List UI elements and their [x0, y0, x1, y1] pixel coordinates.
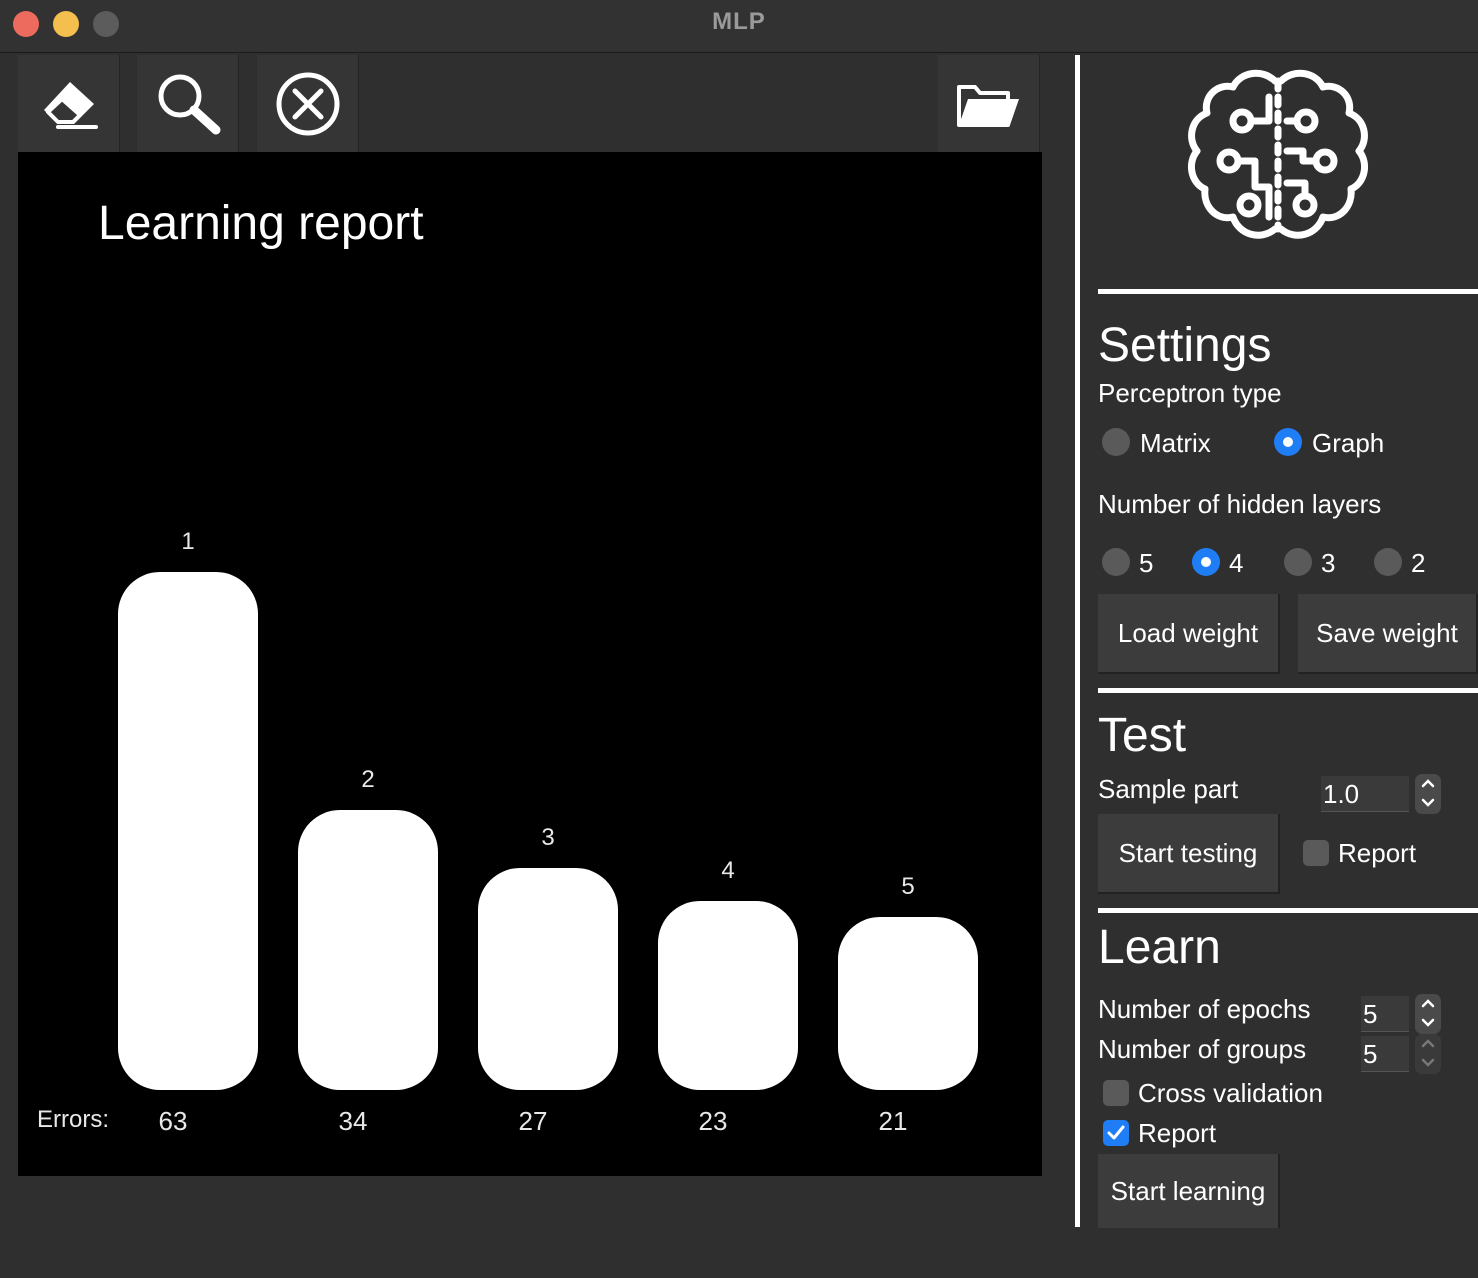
panel-divider: [1075, 55, 1080, 1227]
chevron-up-icon: [1421, 779, 1435, 788]
radio-layers-4-label: 4: [1229, 548, 1244, 578]
clear-button[interactable]: [18, 55, 120, 152]
settings-heading: Settings: [1098, 319, 1272, 372]
chart-bar-label: 1: [181, 528, 195, 555]
radio-layers-3-label: 3: [1321, 548, 1336, 578]
perceptron-type-label: Perceptron type: [1098, 378, 1282, 408]
title-bar: MLP: [0, 0, 1478, 53]
test-report-checkbox[interactable]: [1303, 840, 1329, 866]
search-button[interactable]: [137, 55, 239, 152]
sample-part-input[interactable]: 1.0: [1321, 776, 1409, 812]
radio-layers-5[interactable]: [1102, 548, 1130, 576]
chart-error-value: 63: [158, 1106, 188, 1136]
close-circle-icon: [276, 72, 339, 135]
cross-validation-label: Cross validation: [1138, 1078, 1323, 1108]
epochs-input[interactable]: 5: [1361, 996, 1409, 1032]
radio-graph-label: Graph: [1312, 428, 1385, 458]
chart-title: Learning report: [98, 197, 424, 250]
chevron-down-icon: [1421, 1018, 1435, 1027]
folder-open-icon: [956, 84, 1019, 127]
start-learning-button[interactable]: Start learning: [1098, 1154, 1280, 1228]
chart-error-value: 27: [518, 1106, 548, 1136]
chart-bar: [838, 917, 978, 1090]
chart-bar-label: 4: [721, 857, 735, 884]
chart-bar: [118, 572, 258, 1090]
learning-report-chart: Learning report Errors: 1 63 2 34 3 27 4 23 5 21: [18, 152, 1042, 1176]
chart-error-value: 34: [338, 1106, 368, 1136]
chart-error-value: 21: [878, 1106, 908, 1136]
chevron-down-icon: [1421, 798, 1435, 807]
groups-input[interactable]: 5: [1361, 1036, 1409, 1072]
eraser-icon: [43, 81, 98, 129]
test-separator: [1098, 688, 1478, 693]
errors-label: Errors:: [37, 1106, 109, 1133]
open-file-button[interactable]: [938, 55, 1040, 152]
checkmark-icon: [1107, 1125, 1125, 1140]
radio-layers-5-label: 5: [1139, 548, 1154, 578]
learn-separator: [1098, 908, 1478, 913]
test-heading: Test: [1098, 709, 1187, 762]
chevron-up-icon: [1421, 1039, 1435, 1048]
learn-report-checkbox[interactable]: [1103, 1120, 1129, 1146]
radio-matrix-label: Matrix: [1140, 428, 1211, 458]
radio-layers-4[interactable]: [1192, 548, 1220, 576]
chart-bar-label: 3: [541, 824, 555, 851]
chart-bar-label: 5: [901, 873, 915, 900]
chart-bar-label: 2: [361, 766, 375, 793]
brain-icon: [1187, 69, 1369, 239]
chevron-up-icon: [1421, 999, 1435, 1008]
cross-validation-checkbox[interactable]: [1103, 1080, 1129, 1106]
window-close-button[interactable]: [13, 11, 39, 37]
epochs-label: Number of epochs: [1098, 994, 1311, 1024]
radio-layers-2[interactable]: [1374, 548, 1402, 576]
chart-bar: [298, 810, 438, 1090]
groups-stepper[interactable]: [1415, 1034, 1441, 1074]
save-weight-button[interactable]: Save weight: [1298, 594, 1478, 674]
search-icon: [158, 74, 220, 134]
chart-error-value: 23: [698, 1106, 728, 1136]
settings-separator: [1098, 289, 1478, 294]
learn-heading: Learn: [1098, 921, 1221, 974]
learn-report-label: Report: [1138, 1118, 1217, 1148]
chart-bar: [658, 901, 798, 1090]
sample-part-stepper[interactable]: [1415, 774, 1441, 814]
groups-label: Number of groups: [1098, 1034, 1307, 1064]
window-title: MLP: [712, 8, 766, 35]
hidden-layers-label: Number of hidden layers: [1098, 489, 1382, 519]
epochs-stepper[interactable]: [1415, 994, 1441, 1034]
radio-layers-3[interactable]: [1284, 548, 1312, 576]
radio-matrix[interactable]: [1102, 428, 1130, 456]
test-report-label: Report: [1338, 838, 1417, 868]
window-zoom-button[interactable]: [93, 11, 119, 37]
sample-part-label: Sample part: [1098, 774, 1239, 804]
cancel-button[interactable]: [257, 55, 359, 152]
load-weight-button[interactable]: Load weight: [1098, 594, 1280, 674]
start-testing-button[interactable]: Start testing: [1098, 814, 1280, 894]
window-minimize-button[interactable]: [53, 11, 79, 37]
radio-layers-2-label: 2: [1411, 548, 1426, 578]
chart-bar: [478, 868, 618, 1090]
radio-graph[interactable]: [1274, 428, 1302, 456]
chevron-down-icon: [1421, 1058, 1435, 1067]
